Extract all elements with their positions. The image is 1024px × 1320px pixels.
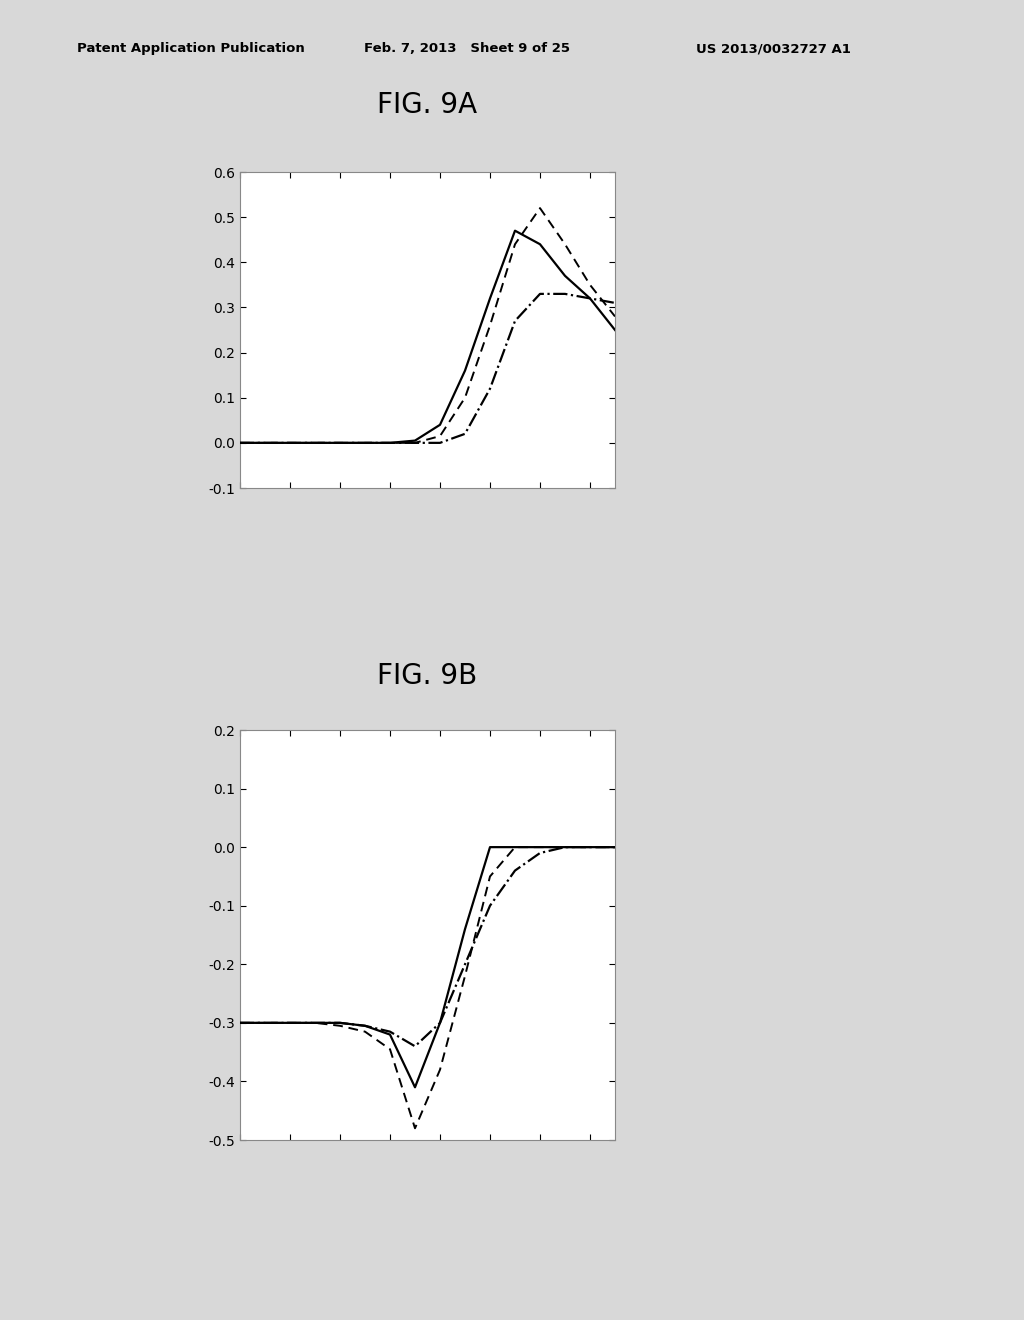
Text: Patent Application Publication: Patent Application Publication	[77, 42, 304, 55]
Text: FIG. 9A: FIG. 9A	[378, 91, 477, 119]
Text: FIG. 9B: FIG. 9B	[378, 663, 477, 690]
Text: Feb. 7, 2013   Sheet 9 of 25: Feb. 7, 2013 Sheet 9 of 25	[364, 42, 569, 55]
Text: US 2013/0032727 A1: US 2013/0032727 A1	[696, 42, 851, 55]
